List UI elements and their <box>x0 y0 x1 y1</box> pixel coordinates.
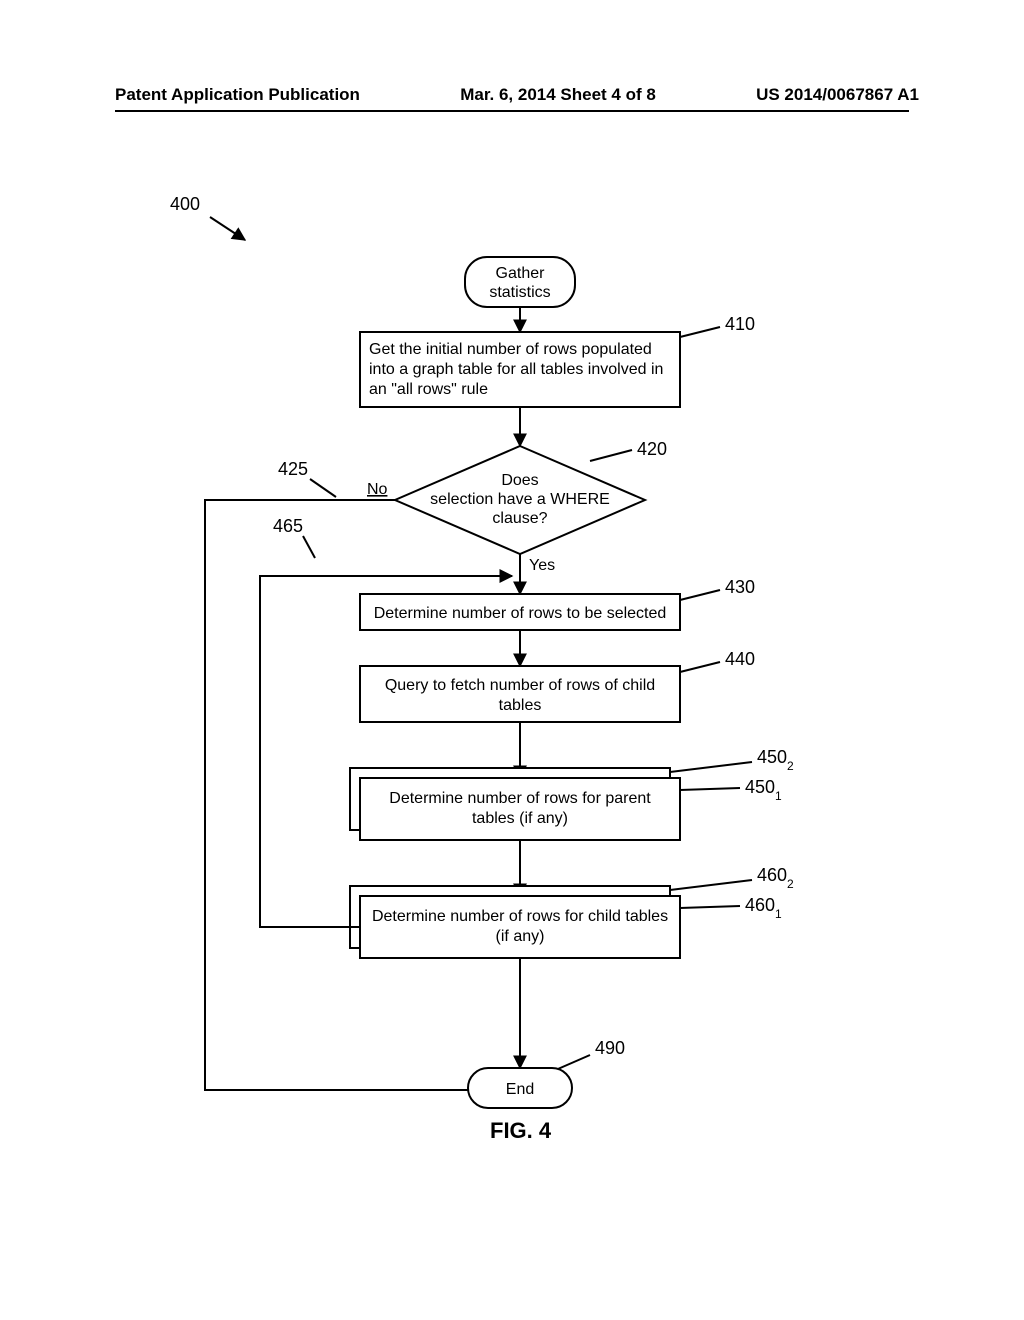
end-text: End <box>506 1081 534 1098</box>
edge-yes-label: Yes <box>529 557 555 574</box>
n450-l1: Determine number of rows for parent <box>389 790 651 807</box>
start-line2: statistics <box>489 284 550 301</box>
ref-430: 430 <box>725 577 755 597</box>
node-460: Determine number of rows for child table… <box>350 886 680 958</box>
ref-440: 440 <box>725 649 755 669</box>
node-450: Determine number of rows for parent tabl… <box>350 768 680 840</box>
ref-465-pointer <box>303 536 315 558</box>
ref-400-pointer <box>210 217 245 240</box>
ref-4501-pointer <box>680 788 740 790</box>
ref-490: 490 <box>595 1038 625 1058</box>
ref-4601: 4601 <box>745 895 782 921</box>
ref-430-pointer <box>680 590 720 600</box>
node-420: Does selection have a WHERE clause? <box>395 446 645 554</box>
node-430: Determine number of rows to be selected <box>360 594 680 630</box>
ref-4602-pointer <box>670 880 752 890</box>
ref-420: 420 <box>637 439 667 459</box>
ref-400: 400 <box>170 194 200 214</box>
n410-l2: into a graph table for all tables involv… <box>369 361 663 378</box>
ref-465: 465 <box>273 516 303 536</box>
n440-l1: Query to fetch number of rows of child <box>385 677 655 694</box>
terminator-start: Gather statistics <box>465 257 575 307</box>
n420-l1: Does <box>501 472 538 489</box>
ref-410-pointer <box>680 327 720 337</box>
ref-4501: 4501 <box>745 777 782 803</box>
node-440: Query to fetch number of rows of child t… <box>360 666 680 722</box>
n460-l1: Determine number of rows for child table… <box>372 908 668 925</box>
ref-440-pointer <box>680 662 720 672</box>
n430-l1: Determine number of rows to be selected <box>374 605 667 622</box>
ref-425: 425 <box>278 459 308 479</box>
terminator-end: End <box>468 1068 572 1108</box>
ref-4602: 4602 <box>757 865 794 891</box>
ref-4502-pointer <box>670 762 752 772</box>
ref-425-pointer <box>310 479 336 497</box>
ref-4502: 4502 <box>757 747 794 773</box>
n410-l1: Get the initial number of rows populated <box>369 341 652 358</box>
node-410: Get the initial number of rows populated… <box>360 332 680 407</box>
n460-l2: (if any) <box>496 928 545 945</box>
figure-caption: FIG. 4 <box>490 1118 551 1144</box>
page: Patent Application Publication Mar. 6, 2… <box>0 0 1024 1320</box>
edge-no-label: No <box>367 481 388 498</box>
ref-410: 410 <box>725 314 755 334</box>
start-line1: Gather <box>496 265 546 282</box>
ref-420-pointer <box>590 450 632 461</box>
n440-l2: tables <box>499 697 542 714</box>
n420-l3: clause? <box>492 510 547 527</box>
n410-l3: an "all rows" rule <box>369 381 488 398</box>
n450-l2: tables (if any) <box>472 810 568 827</box>
ref-4601-pointer <box>680 906 740 908</box>
n420-l2: selection have a WHERE <box>430 491 610 508</box>
